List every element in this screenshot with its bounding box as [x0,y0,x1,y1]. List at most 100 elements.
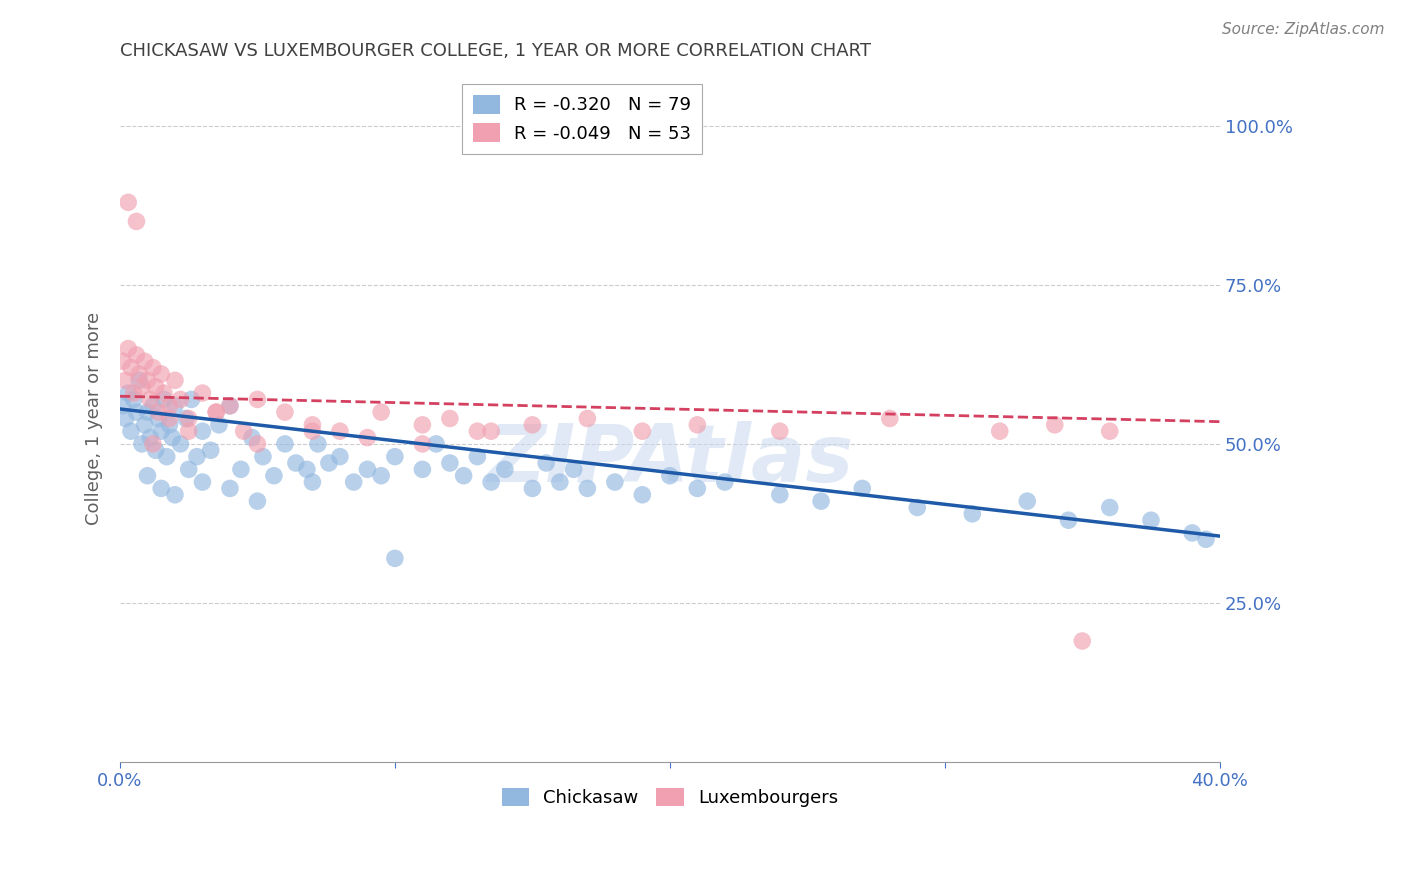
Point [252,450,274,464]
Point [114,411,136,425]
Point [263,468,285,483]
Point [562,462,585,476]
Point [631,488,654,502]
Point [467,450,489,464]
Point [1140,513,1163,527]
Point [232,424,254,438]
Point [1017,494,1039,508]
Point [988,424,1011,438]
Point [177,424,200,438]
Point [117,195,139,210]
Point [494,462,516,476]
Point [125,405,148,419]
Point [411,462,433,476]
Point [139,392,162,407]
Point [479,475,502,489]
Point [145,443,167,458]
Point [370,468,392,483]
Point [125,214,148,228]
Point [453,468,475,483]
Point [301,417,323,432]
Point [131,437,153,451]
Point [522,417,544,432]
Point [160,431,183,445]
Point [159,411,181,425]
Point [370,405,392,419]
Point [810,494,832,508]
Point [274,437,297,451]
Point [295,462,318,476]
Point [576,411,599,425]
Point [150,482,173,496]
Point [191,475,214,489]
Point [534,456,557,470]
Point [603,475,626,489]
Point [576,482,599,496]
Point [522,482,544,496]
Point [246,392,269,407]
Point [307,437,329,451]
Point [131,380,153,394]
Point [467,424,489,438]
Point [128,367,150,381]
Point [1098,424,1121,438]
Point [120,360,142,375]
Point [1043,417,1066,432]
Point [479,424,502,438]
Point [219,482,242,496]
Point [186,450,208,464]
Point [174,411,197,425]
Point [548,475,571,489]
Point [150,424,173,438]
Point [631,424,654,438]
Point [246,437,269,451]
Y-axis label: College, 1 year or more: College, 1 year or more [86,312,103,525]
Point [134,417,156,432]
Point [180,392,202,407]
Point [301,475,323,489]
Point [169,437,191,451]
Point [205,405,228,419]
Point [356,462,378,476]
Legend: Chickasaw, Luxembourgers: Chickasaw, Luxembourgers [495,780,845,814]
Point [163,399,186,413]
Point [136,468,159,483]
Point [284,456,307,470]
Point [343,475,366,489]
Point [769,488,792,502]
Point [191,424,214,438]
Point [384,450,406,464]
Point [1181,525,1204,540]
Point [384,551,406,566]
Point [246,494,269,508]
Point [1098,500,1121,515]
Point [658,468,681,483]
Point [356,431,378,445]
Point [163,373,186,387]
Text: CHICKASAW VS LUXEMBOURGER COLLEGE, 1 YEAR OR MORE CORRELATION CHART: CHICKASAW VS LUXEMBOURGER COLLEGE, 1 YEA… [120,42,870,60]
Point [200,443,222,458]
Point [159,399,181,413]
Point [145,380,167,394]
Point [1057,513,1080,527]
Point [128,373,150,387]
Point [686,417,709,432]
Point [714,475,737,489]
Point [208,417,231,432]
Point [177,462,200,476]
Point [159,417,181,432]
Point [163,488,186,502]
Point [177,411,200,425]
Point [111,399,134,413]
Point [439,456,461,470]
Point [219,399,242,413]
Point [139,431,162,445]
Point [769,424,792,438]
Point [205,405,228,419]
Point [114,373,136,387]
Point [851,482,873,496]
Point [117,342,139,356]
Point [411,417,433,432]
Point [125,348,148,362]
Point [120,424,142,438]
